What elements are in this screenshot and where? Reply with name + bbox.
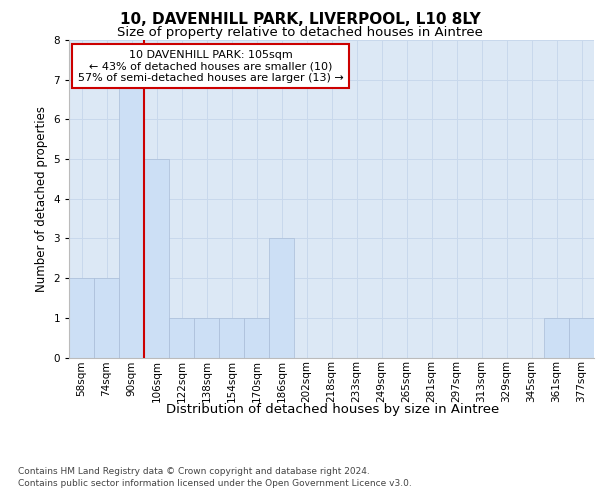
Bar bbox=[194, 318, 219, 358]
Bar bbox=[119, 80, 144, 357]
Bar bbox=[219, 318, 244, 358]
Bar bbox=[544, 318, 569, 358]
Bar bbox=[169, 318, 194, 358]
Bar bbox=[94, 278, 119, 357]
Bar bbox=[569, 318, 594, 358]
Text: Contains HM Land Registry data © Crown copyright and database right 2024.: Contains HM Land Registry data © Crown c… bbox=[18, 468, 370, 476]
Bar bbox=[244, 318, 269, 358]
Bar bbox=[269, 238, 294, 358]
Text: Contains public sector information licensed under the Open Government Licence v3: Contains public sector information licen… bbox=[18, 479, 412, 488]
Text: 10, DAVENHILL PARK, LIVERPOOL, L10 8LY: 10, DAVENHILL PARK, LIVERPOOL, L10 8LY bbox=[119, 12, 481, 28]
Text: Distribution of detached houses by size in Aintree: Distribution of detached houses by size … bbox=[166, 402, 500, 415]
Text: 10 DAVENHILL PARK: 105sqm
← 43% of detached houses are smaller (10)
57% of semi-: 10 DAVENHILL PARK: 105sqm ← 43% of detac… bbox=[78, 50, 344, 82]
Text: Size of property relative to detached houses in Aintree: Size of property relative to detached ho… bbox=[117, 26, 483, 39]
Bar bbox=[69, 278, 94, 357]
Bar bbox=[144, 159, 169, 358]
Y-axis label: Number of detached properties: Number of detached properties bbox=[35, 106, 48, 292]
